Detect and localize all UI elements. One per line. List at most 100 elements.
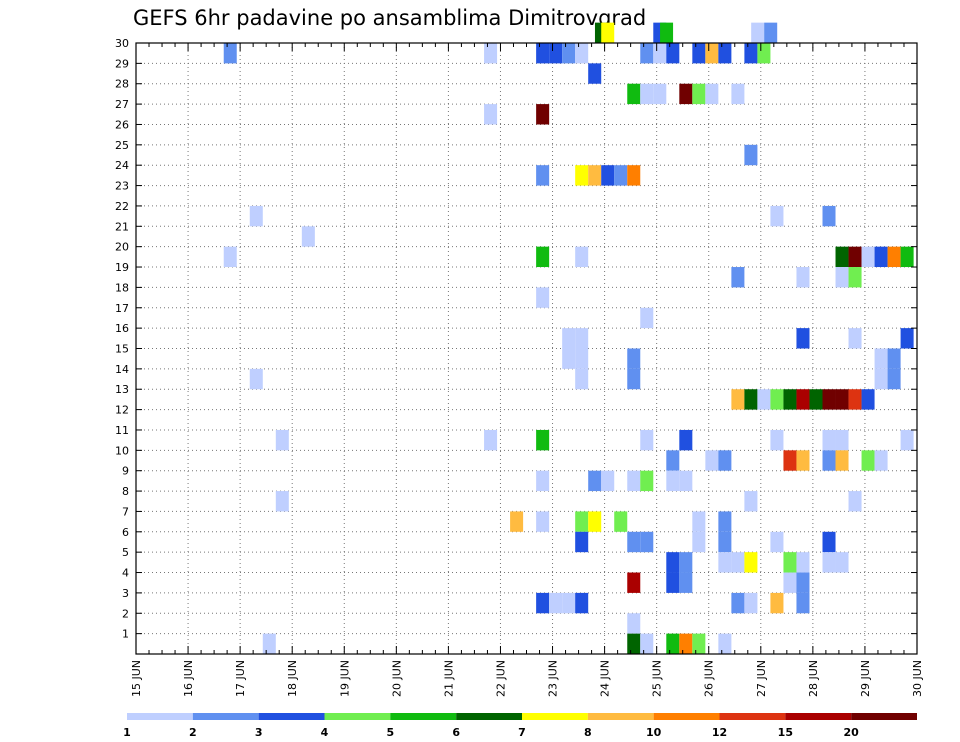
legend-swatch xyxy=(390,713,457,720)
legend-label: 4 xyxy=(321,726,329,739)
heatmap-cell xyxy=(627,531,641,553)
heatmap-cell xyxy=(484,429,498,451)
legend-label: 8 xyxy=(584,726,592,739)
heatmap-cell xyxy=(588,470,602,492)
heatmap-cell xyxy=(588,511,602,532)
heatmap-cell xyxy=(536,104,550,125)
legend-swatch xyxy=(851,713,917,720)
legend-swatch xyxy=(456,713,522,720)
heatmap-cell xyxy=(796,450,810,471)
heatmap-cell xyxy=(692,83,706,105)
y-tick-label: 21 xyxy=(115,220,129,233)
heatmap-cell xyxy=(549,43,563,64)
heatmap-cell xyxy=(900,429,914,451)
heatmap-cell xyxy=(887,368,901,390)
heatmap-cell xyxy=(861,246,875,268)
heatmap-cell xyxy=(692,633,706,654)
heatmap-cell xyxy=(640,429,654,451)
heatmap-cell xyxy=(679,429,693,451)
heatmap-cell xyxy=(887,246,901,268)
heatmap-cell xyxy=(835,246,849,268)
heatmap-cell xyxy=(549,592,563,614)
heatmap-cell xyxy=(718,531,732,553)
heatmap-cell xyxy=(627,83,641,105)
legend-label: 10 xyxy=(646,726,662,739)
cell-layer xyxy=(223,22,914,654)
y-axis: 1234567891011121314151617181920212223242… xyxy=(115,37,917,641)
heatmap-cell xyxy=(301,226,315,247)
heatmap-cell xyxy=(718,450,732,471)
y-tick-label: 17 xyxy=(115,302,129,315)
legend-label: 20 xyxy=(844,726,860,739)
heatmap-cell xyxy=(900,328,914,349)
legend-swatch xyxy=(785,713,852,720)
x-tick-label: 25 JUN xyxy=(651,660,664,697)
legend-swatch xyxy=(192,713,259,720)
heatmap-cell xyxy=(744,592,758,614)
heatmap-cell xyxy=(249,205,263,227)
x-tick-label: 28 JUN xyxy=(807,660,820,697)
heatmap-cell xyxy=(835,267,849,288)
heatmap-cell xyxy=(627,470,641,492)
y-tick-label: 30 xyxy=(115,37,129,50)
heatmap-cell xyxy=(718,43,732,64)
heatmap-cell xyxy=(614,511,628,532)
heatmap-cell xyxy=(575,246,589,268)
heatmap-cell xyxy=(764,22,778,43)
legend-label: 12 xyxy=(712,726,727,739)
heatmap-cell xyxy=(666,43,680,64)
heatmap-cell xyxy=(536,511,550,532)
heatmap-cell xyxy=(848,389,862,410)
heatmap-cell xyxy=(822,205,836,227)
heatmap-cell xyxy=(770,205,784,227)
heatmap-cell xyxy=(575,531,589,553)
x-tick-label: 29 JUN xyxy=(859,660,872,697)
legend-swatch xyxy=(127,713,193,720)
y-tick-label: 22 xyxy=(115,200,129,213)
heatmap-cell xyxy=(666,450,680,471)
heatmap-cell xyxy=(536,429,550,451)
heatmap-cell xyxy=(536,43,550,64)
heatmap-cell xyxy=(744,389,758,410)
heatmap-cell xyxy=(848,267,862,288)
heatmap-cell xyxy=(796,389,810,410)
heatmap-cell xyxy=(783,389,797,410)
legend-swatch xyxy=(324,713,391,720)
chart-title: GEFS 6hr padavine po ansamblima Dimitrov… xyxy=(133,6,647,30)
heatmap-cell xyxy=(601,22,615,43)
heatmap-cell xyxy=(575,43,589,64)
heatmap-cell xyxy=(588,165,602,186)
legend-swatch xyxy=(653,713,720,720)
color-legend: 1 2 3 4 5 6 7 8 10 12 15 20 xyxy=(123,713,917,739)
heatmap-cell xyxy=(835,429,849,451)
heatmap-cell xyxy=(275,429,289,451)
legend-swatch xyxy=(258,713,325,720)
heatmap-cell xyxy=(588,63,602,84)
y-tick-label: 24 xyxy=(115,159,129,172)
heatmap-cell xyxy=(223,43,237,64)
heatmap-cell xyxy=(874,450,888,471)
heatmap-cell xyxy=(822,531,836,553)
y-tick-label: 8 xyxy=(122,485,129,498)
x-tick-label: 18 JUN xyxy=(286,660,299,697)
legend-swatch xyxy=(522,713,588,720)
heatmap-cell xyxy=(679,552,693,573)
heatmap-cell xyxy=(692,531,706,553)
heatmap-cell xyxy=(562,592,576,614)
y-tick-label: 11 xyxy=(115,424,129,437)
heatmap-cell xyxy=(731,389,745,410)
y-tick-label: 28 xyxy=(115,78,129,91)
legend-label: 7 xyxy=(518,726,526,739)
heatmap-cell xyxy=(705,43,719,64)
heatmap-cell xyxy=(783,450,797,471)
y-tick-label: 14 xyxy=(115,363,129,376)
heatmap-cell xyxy=(796,572,810,593)
x-tick-label: 23 JUN xyxy=(547,660,560,697)
y-tick-label: 23 xyxy=(115,180,129,193)
heatmap-cell xyxy=(874,348,888,369)
y-tick-label: 18 xyxy=(115,281,129,294)
y-tick-label: 9 xyxy=(122,465,129,478)
y-tick-label: 20 xyxy=(115,241,129,254)
heatmap-cell xyxy=(536,592,550,614)
heatmap-cell xyxy=(262,633,276,654)
